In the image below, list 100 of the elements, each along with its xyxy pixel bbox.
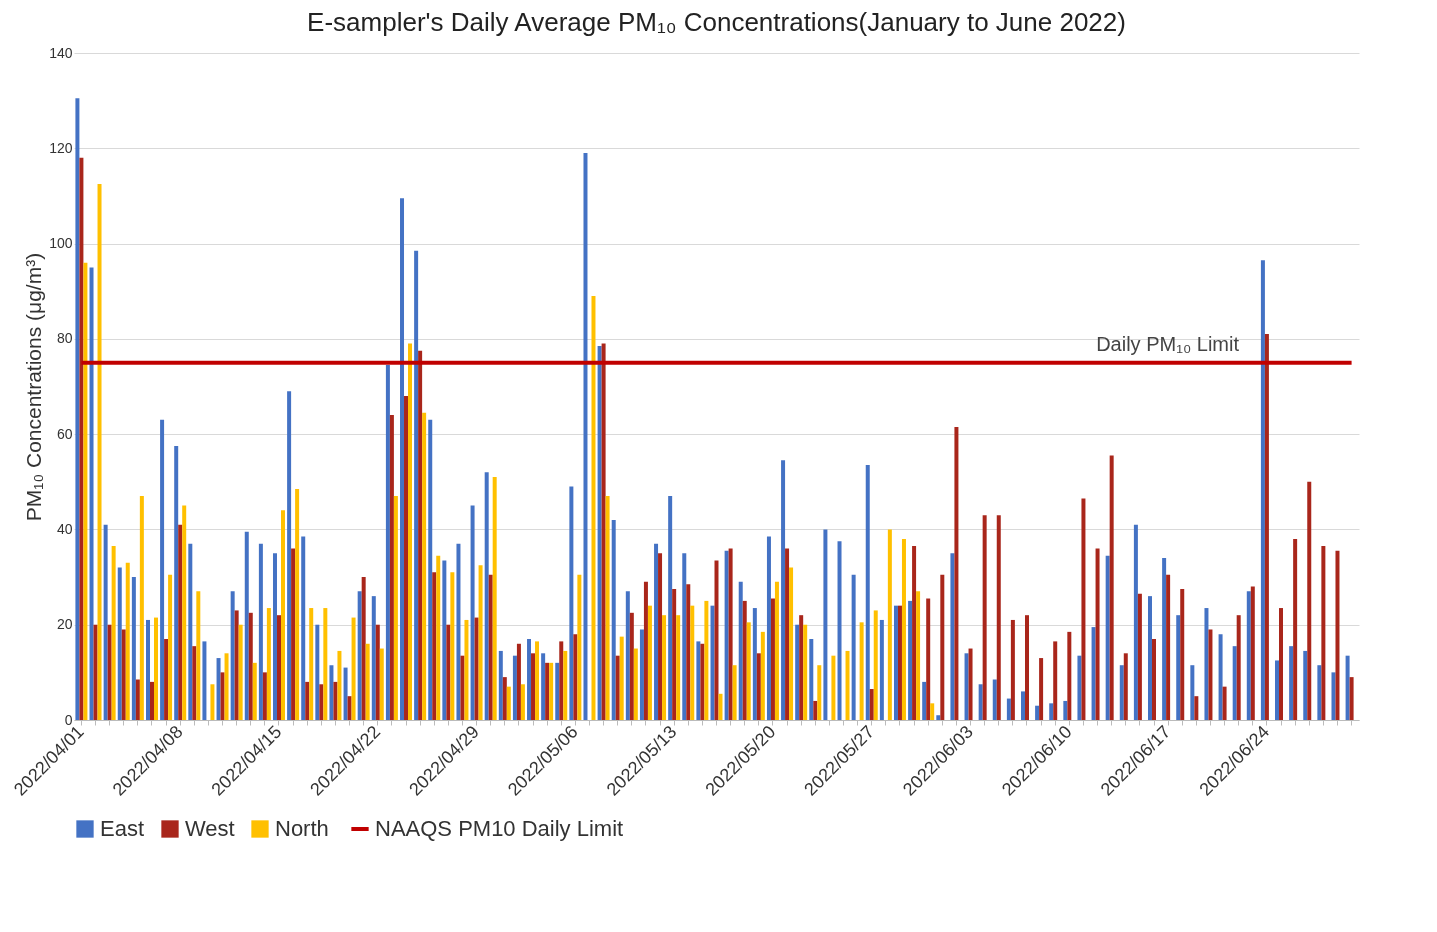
bar	[446, 624, 451, 720]
bar	[301, 536, 306, 720]
bar	[400, 198, 405, 720]
bar	[1180, 588, 1185, 720]
bar	[926, 598, 931, 720]
bar	[182, 505, 187, 720]
bar	[774, 581, 779, 720]
bar	[535, 641, 540, 720]
bar	[404, 396, 409, 720]
bar	[1208, 629, 1213, 720]
annotation: Daily PM₁₀ Limit	[1096, 332, 1240, 355]
y-tick-label: 140	[49, 44, 73, 61]
bar	[258, 543, 263, 720]
bar	[672, 588, 677, 720]
bar	[168, 574, 173, 720]
bar	[276, 615, 281, 720]
bar	[1264, 334, 1269, 720]
bar	[728, 548, 733, 720]
bar	[418, 350, 423, 720]
bar	[662, 615, 667, 720]
bar	[658, 553, 663, 720]
y-tick-label: 20	[56, 616, 73, 633]
bar	[280, 510, 285, 720]
bar	[1035, 705, 1040, 720]
bar	[262, 672, 267, 720]
bar	[1010, 619, 1015, 720]
bar	[789, 567, 794, 720]
bar	[230, 591, 235, 720]
bar	[639, 629, 644, 720]
bar	[164, 639, 169, 720]
bar	[1024, 615, 1029, 720]
bar	[149, 681, 154, 720]
bar	[795, 624, 800, 720]
bar	[831, 655, 836, 720]
bar	[1020, 691, 1025, 720]
bar	[837, 541, 842, 720]
bar	[1275, 660, 1280, 720]
bar	[785, 548, 790, 720]
bar	[817, 665, 822, 720]
bar	[1119, 665, 1124, 720]
bar	[633, 648, 638, 720]
bar	[389, 415, 394, 720]
bar	[436, 555, 441, 720]
legend-label: West	[185, 816, 235, 841]
bar	[916, 591, 921, 720]
bar	[573, 634, 578, 720]
bar	[385, 365, 390, 720]
bar	[295, 488, 300, 720]
bar	[1345, 655, 1350, 720]
bar	[131, 577, 136, 720]
y-tick-label: 40	[56, 520, 73, 537]
bar	[770, 598, 775, 720]
bar	[611, 519, 616, 720]
bar	[220, 672, 225, 720]
bar	[1232, 646, 1237, 720]
bar	[273, 553, 277, 720]
bar	[337, 650, 342, 720]
bar	[696, 641, 701, 720]
bar	[216, 658, 221, 720]
bar	[738, 581, 743, 720]
bar	[1133, 524, 1138, 720]
bar	[922, 681, 927, 720]
bar	[428, 419, 433, 720]
bar	[121, 629, 126, 720]
bar	[901, 538, 906, 720]
bar	[1260, 260, 1265, 720]
bar	[597, 346, 602, 720]
bar	[414, 250, 419, 720]
bar	[682, 553, 687, 720]
bar	[803, 624, 808, 720]
bar	[865, 465, 870, 720]
bar	[174, 446, 179, 720]
bar	[432, 572, 437, 720]
bar	[287, 391, 292, 720]
bar	[329, 665, 334, 720]
bar	[244, 531, 249, 720]
bar	[1349, 677, 1354, 720]
bar	[541, 653, 546, 720]
bar	[686, 584, 691, 720]
bar	[732, 665, 737, 720]
bar	[978, 684, 983, 720]
bar	[897, 605, 902, 720]
bar	[766, 536, 771, 720]
bar	[202, 641, 207, 720]
bar	[625, 591, 630, 720]
bar	[559, 641, 564, 720]
bar	[930, 703, 935, 720]
bar	[1236, 615, 1241, 720]
bar	[563, 650, 568, 720]
bar	[654, 543, 659, 720]
bar	[1190, 665, 1195, 720]
bar	[1246, 591, 1251, 720]
bar	[1152, 639, 1157, 720]
bar	[266, 608, 271, 720]
bar	[629, 612, 634, 720]
bar	[873, 610, 878, 720]
bar	[117, 567, 122, 720]
bar	[823, 529, 828, 720]
bar	[936, 715, 941, 720]
bar	[1317, 665, 1322, 720]
